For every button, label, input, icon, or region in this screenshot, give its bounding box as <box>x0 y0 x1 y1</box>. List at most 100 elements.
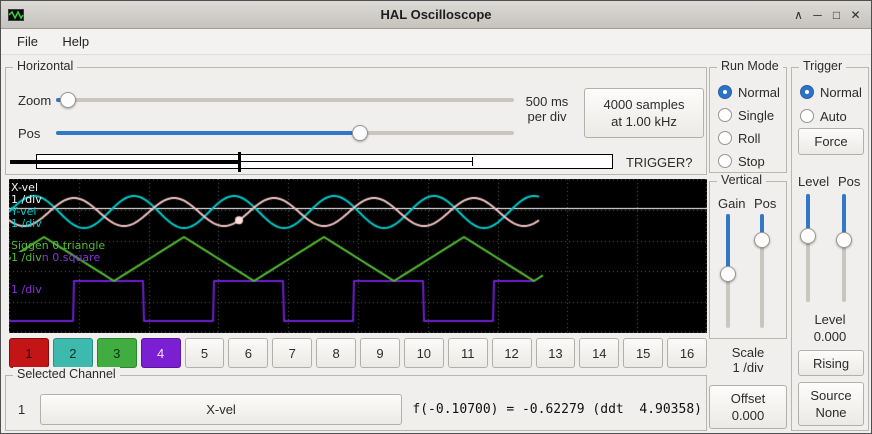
zoom-slider[interactable] <box>56 92 514 108</box>
capture-position-bar[interactable] <box>10 152 614 172</box>
pos-slider-fill <box>56 131 360 135</box>
radio-icon[interactable] <box>718 85 732 99</box>
run-mode-group-label: Run Mode <box>717 59 783 73</box>
trigger-level-readout-value: 0.000 <box>813 329 847 344</box>
vertical-pos-slider[interactable] <box>754 214 770 328</box>
radio-icon[interactable] <box>718 108 732 122</box>
channel-button-11[interactable]: 11 <box>447 338 488 368</box>
run-mode-stop[interactable]: Stop <box>718 153 765 169</box>
menubar: File Help <box>1 29 871 55</box>
channel-name-button[interactable]: X-vel <box>40 394 402 425</box>
scope-channel-label: 1 /div <box>11 217 42 230</box>
scope-channel-label: X-vel <box>11 181 38 194</box>
trigger-pos-slider-trough <box>842 194 846 302</box>
trigger-level-slider[interactable] <box>800 194 816 302</box>
horizontal-group-label: Horizontal <box>13 59 78 73</box>
scope-canvas[interactable] <box>9 179 707 333</box>
channel-button-5[interactable]: 5 <box>184 338 225 368</box>
window-title: HAL Oscilloscope <box>380 7 492 22</box>
maximize-button[interactable]: □ <box>832 8 841 22</box>
timebase-readout: 500 ms per div <box>525 94 569 124</box>
channel-button-7[interactable]: 7 <box>272 338 313 368</box>
vertical-pos-label: Pos <box>754 196 777 211</box>
selected-channel-group: Selected Channel 1 X-vel f(-0.10700) = -… <box>5 367 707 431</box>
zoom-label: Zoom <box>18 93 52 108</box>
trigger-level-slider-handle[interactable] <box>800 228 816 244</box>
run-mode-roll[interactable]: Roll <box>718 130 760 146</box>
scope-channel-label: 1 /div <box>11 283 42 296</box>
horizontal-group: Horizontal Zoom 500 ms per div 4000 samp… <box>5 59 707 175</box>
trigger-level-label: Level <box>798 174 830 189</box>
capture-filled-segment <box>10 160 240 164</box>
zoom-slider-trough <box>56 98 514 102</box>
gain-slider[interactable] <box>720 214 736 328</box>
app-icon <box>8 7 24 23</box>
channel-button-10[interactable]: 10 <box>403 338 444 368</box>
vertical-group: Vertical Gain Pos <box>709 173 787 339</box>
run-mode-normal[interactable]: Normal <box>718 84 780 100</box>
channel-button-3[interactable]: 3 <box>96 338 137 368</box>
channel-button-2[interactable]: 2 <box>52 338 93 368</box>
zoom-slider-handle[interactable] <box>60 92 76 108</box>
channel-button-4[interactable]: 4 <box>140 338 181 368</box>
shade-button[interactable]: ∧ <box>794 8 803 22</box>
channel-button-12[interactable]: 12 <box>491 338 532 368</box>
gain-slider-handle[interactable] <box>720 266 736 282</box>
trigger-mode-normal[interactable]: Normal <box>800 84 862 100</box>
trigger-level-slider-fill <box>806 194 810 236</box>
radio-icon[interactable] <box>718 154 732 168</box>
scope-channel-label: 1 /div <box>11 251 42 264</box>
edge-button[interactable]: Rising <box>798 350 864 376</box>
vertical-pos-slider-handle[interactable] <box>754 232 770 248</box>
scale-value: 1 /div <box>732 360 764 375</box>
run-mode-single[interactable]: Single <box>718 107 774 123</box>
offset-button[interactable]: Offset 0.000 <box>709 385 787 429</box>
source-button[interactable]: Source None <box>798 382 864 426</box>
channel-button-8[interactable]: 8 <box>316 338 356 368</box>
vertical-group-label: Vertical <box>717 173 766 187</box>
menu-help[interactable]: Help <box>62 34 90 49</box>
samples-button[interactable]: 4000 samples at 1.00 kHz <box>584 88 704 138</box>
run-mode-group: Run Mode Normal Single Roll Stop <box>709 59 787 173</box>
scale-label: Scale <box>731 345 765 360</box>
pos-label: Pos <box>18 126 41 141</box>
channel-button-13[interactable]: 13 <box>535 338 576 368</box>
gain-label: Gain <box>718 196 746 211</box>
radio-icon[interactable] <box>800 85 814 99</box>
trigger-group: Trigger Normal Auto Force Level Pos Leve… <box>791 59 869 431</box>
trigger-level-readout-label: Level <box>814 312 846 327</box>
channel-button-6[interactable]: 6 <box>228 338 269 368</box>
capture-inner-line <box>241 161 473 162</box>
menu-file[interactable]: File <box>17 34 38 49</box>
trigger-level-slider-trough <box>806 194 810 302</box>
force-button[interactable]: Force <box>798 128 864 155</box>
scope-channel-label: Siggen 0.triangle <box>11 239 106 252</box>
gain-slider-fill <box>726 214 730 274</box>
radio-icon[interactable] <box>800 109 814 123</box>
scope-channel-label: 1 /div <box>11 193 42 206</box>
pos-slider-handle[interactable] <box>352 125 368 141</box>
trigger-pos-slider-handle[interactable] <box>836 232 852 248</box>
pos-slider[interactable] <box>56 125 514 141</box>
channel-button-row: 1 2 3 4 5 6 7 8 9 10 11 12 13 14 15 16 <box>9 338 707 368</box>
channel-button-15[interactable]: 15 <box>623 338 664 368</box>
selected-channel-number: 1 <box>18 402 26 417</box>
scope-display[interactable]: X-vel 1 /div Y-vel 1 /div Siggen 0.triangle S… <box>9 179 707 333</box>
trigger-mode-auto[interactable]: Auto <box>800 108 847 124</box>
channel-button-9[interactable]: 9 <box>360 338 400 368</box>
vertical-pos-slider-fill <box>760 214 764 240</box>
window-controls: ∧ ─ □ ✕ <box>789 1 865 29</box>
channel-button-14[interactable]: 14 <box>579 338 620 368</box>
close-button[interactable]: ✕ <box>850 8 861 22</box>
channel-button-1[interactable]: 1 <box>9 338 49 368</box>
radio-icon[interactable] <box>718 131 732 145</box>
cursor-readout: f(-0.10700) = -0.62279 (ddt 4.90358) <box>412 402 702 417</box>
capture-end-tick <box>472 157 473 166</box>
trigger-pos-slider-fill <box>842 194 846 240</box>
minimize-button[interactable]: ─ <box>813 8 822 22</box>
trigger-position-marker <box>238 152 241 172</box>
scope-channel-label: Y-vel <box>11 205 37 218</box>
trigger-group-label: Trigger <box>799 59 847 73</box>
trigger-pos-slider[interactable] <box>836 194 852 302</box>
channel-button-16[interactable]: 16 <box>667 338 707 368</box>
